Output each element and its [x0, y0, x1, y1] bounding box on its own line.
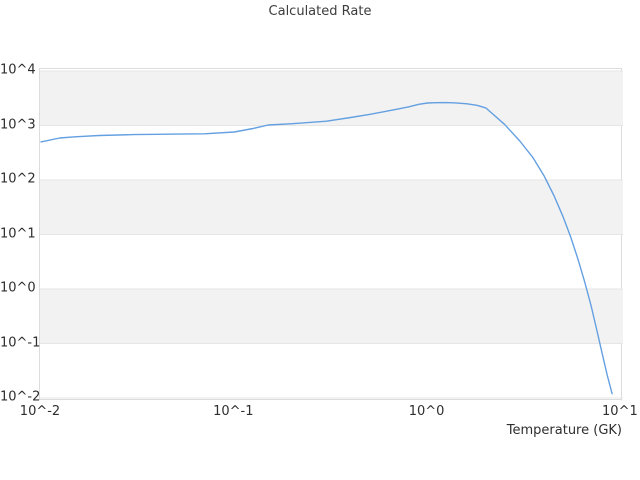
x-tick-label: 10^1	[602, 404, 638, 419]
x-tick-label: 10^-2	[19, 404, 61, 419]
x-tick-label: 10^-1	[213, 404, 254, 419]
y-tick-label: 10^4	[0, 62, 36, 78]
background-band	[40, 289, 623, 344]
rate-curve-line	[40, 101, 613, 395]
y-tick-label: 10^-1	[0, 335, 41, 350]
background-band	[40, 71, 623, 126]
rate-curve-canvas	[40, 70, 623, 399]
y-tick-label: 10^3	[0, 117, 36, 132]
x-axis-label: Temperature (GK)	[506, 423, 622, 438]
y-tick-label: 10^-2	[0, 389, 41, 405]
y-tick-label: 10^0	[0, 280, 36, 296]
plot-area	[39, 68, 623, 400]
y-tick-label: 10^1	[0, 226, 36, 241]
x-tick-label: 10^0	[408, 404, 445, 419]
chart-title: Calculated Rate	[268, 4, 372, 19]
y-tick-label: 10^2	[0, 171, 36, 187]
background-band	[40, 180, 623, 235]
